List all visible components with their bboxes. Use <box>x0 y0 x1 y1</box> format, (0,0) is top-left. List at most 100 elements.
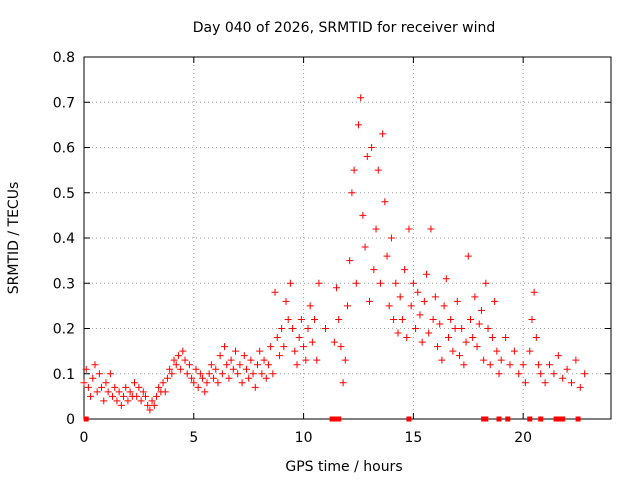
data-point <box>414 288 422 296</box>
data-point <box>559 374 567 382</box>
data-point <box>89 374 97 382</box>
baseline-marker <box>83 416 89 422</box>
data-point <box>199 374 207 382</box>
baseline-marker <box>496 416 502 422</box>
data-point <box>348 189 356 197</box>
data-point <box>306 302 314 310</box>
series-baseline-markers <box>83 416 581 422</box>
data-point <box>436 320 444 328</box>
gridlines <box>84 57 611 419</box>
data-point <box>300 343 308 351</box>
data-point <box>84 383 92 391</box>
data-point <box>451 325 459 332</box>
data-point <box>131 379 139 387</box>
data-point <box>352 279 360 287</box>
data-point <box>91 361 99 369</box>
y-tick-label: 0.8 <box>53 50 75 66</box>
x-tick-label: 10 <box>295 430 313 446</box>
data-point <box>139 388 147 396</box>
y-tick-label: 0.5 <box>53 186 75 202</box>
data-point <box>416 311 424 319</box>
data-point <box>341 356 349 364</box>
data-point <box>469 334 477 342</box>
data-point <box>225 374 233 382</box>
data-point <box>234 370 242 378</box>
data-point <box>163 374 171 382</box>
baseline-marker <box>406 416 412 422</box>
data-point <box>229 365 237 373</box>
data-point <box>480 356 488 364</box>
data-point <box>264 361 272 369</box>
data-point <box>181 356 189 364</box>
data-point <box>502 334 510 342</box>
data-point <box>249 370 257 378</box>
data-point <box>207 361 215 369</box>
data-point <box>526 347 534 355</box>
data-point <box>280 343 288 351</box>
data-series <box>80 94 589 422</box>
data-point <box>407 302 415 310</box>
data-point <box>445 334 453 342</box>
data-point <box>392 279 400 287</box>
data-point <box>304 325 312 332</box>
data-point <box>427 225 435 233</box>
data-point <box>302 356 310 364</box>
data-point <box>376 279 384 287</box>
chart-title: Day 040 of 2026, SRMTID for receiver win… <box>193 20 496 36</box>
data-point <box>308 338 316 346</box>
data-point <box>152 392 160 400</box>
x-tick-label: 0 <box>80 430 89 446</box>
data-point <box>247 356 255 364</box>
data-point <box>174 352 182 360</box>
data-point <box>297 315 305 323</box>
data-point <box>385 302 393 310</box>
data-point <box>563 365 571 373</box>
y-tick-label: 0.2 <box>53 322 75 338</box>
data-point <box>282 297 290 305</box>
data-point <box>339 379 347 387</box>
data-point <box>102 379 110 387</box>
data-point <box>205 370 213 378</box>
data-point <box>383 252 391 260</box>
data-point <box>572 356 580 364</box>
data-point <box>122 383 130 391</box>
data-point <box>214 379 222 387</box>
data-point <box>497 356 505 364</box>
data-point <box>113 397 121 405</box>
data-point <box>87 392 95 400</box>
data-point <box>245 374 253 382</box>
data-point <box>295 334 303 342</box>
data-point <box>291 347 299 355</box>
data-point <box>251 383 259 391</box>
data-point <box>120 392 128 400</box>
data-point <box>179 347 187 355</box>
data-point <box>361 243 369 251</box>
data-point <box>447 315 455 323</box>
data-point <box>218 370 226 378</box>
data-point <box>488 334 496 342</box>
y-tick-label: 0.3 <box>53 276 75 292</box>
x-axis-label: GPS time / hours <box>285 459 402 475</box>
data-point <box>458 325 466 332</box>
data-point <box>396 293 404 301</box>
data-point <box>275 352 283 360</box>
data-point <box>256 347 264 355</box>
data-point <box>554 352 562 360</box>
data-point <box>238 379 246 387</box>
data-point <box>442 275 450 283</box>
y-tick-label: 0.4 <box>53 231 75 247</box>
data-point <box>576 383 584 391</box>
data-point <box>438 356 446 364</box>
data-point <box>313 356 321 364</box>
axis-ticks: 0 0.1 0.2 0.3 0.4 0.5 0.6 0.7 0.8 0 5 10 15 20 <box>53 50 611 446</box>
data-point <box>253 361 261 369</box>
data-point <box>532 334 540 342</box>
data-point <box>519 361 527 369</box>
data-point <box>98 383 106 391</box>
data-point <box>170 356 178 364</box>
x-tick-label: 15 <box>404 430 422 446</box>
data-point <box>567 379 575 387</box>
data-point <box>192 365 200 373</box>
data-point <box>455 352 463 360</box>
